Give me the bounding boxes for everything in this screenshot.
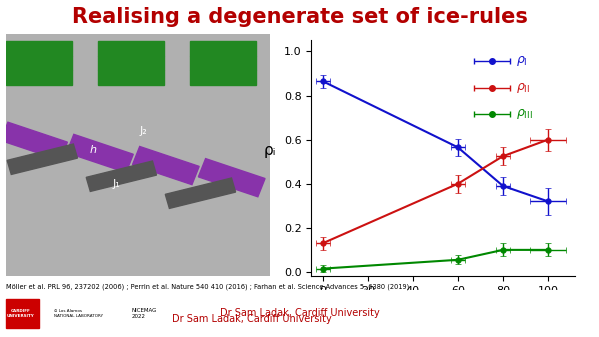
Text: $\rho_\mathrm{III}$: $\rho_\mathrm{III}$ <box>516 107 533 121</box>
Bar <box>6 70 72 85</box>
Bar <box>1 122 67 160</box>
X-axis label: h (nm): h (nm) <box>420 302 467 316</box>
Bar <box>6 41 72 56</box>
Bar <box>6 56 72 70</box>
Bar <box>98 56 164 70</box>
Text: h: h <box>89 145 96 155</box>
Text: Realising a degenerate set of ice-rules: Realising a degenerate set of ice-rules <box>71 7 528 27</box>
Bar <box>6 299 39 328</box>
Bar <box>198 159 265 197</box>
Bar <box>66 134 133 173</box>
Bar <box>190 70 256 85</box>
Y-axis label: ρᵢ: ρᵢ <box>264 143 276 158</box>
Bar <box>190 56 256 70</box>
Bar <box>7 144 77 175</box>
Bar <box>86 161 156 191</box>
Bar <box>165 178 235 208</box>
Text: J₂: J₂ <box>139 126 147 136</box>
Text: $\rho_\mathrm{I}$: $\rho_\mathrm{I}$ <box>516 54 528 68</box>
Text: Möller et al. PRL 96, 237202 (2006) ; Perrin et al. Nature 540 410 (2016) ; Farh: Möller et al. PRL 96, 237202 (2006) ; Pe… <box>6 283 409 289</box>
Text: Dr Sam Ladak, Cardiff University: Dr Sam Ladak, Cardiff University <box>220 308 379 318</box>
Text: J₁: J₁ <box>113 179 120 189</box>
Bar <box>190 41 256 56</box>
Text: CARDIFF
UNIVERSITY: CARDIFF UNIVERSITY <box>7 309 35 318</box>
Text: $\rho_\mathrm{II}$: $\rho_\mathrm{II}$ <box>516 81 531 95</box>
Bar <box>98 41 164 56</box>
Bar <box>132 147 199 185</box>
Text: Dr Sam Ladak, Cardiff University: Dr Sam Ladak, Cardiff University <box>172 313 331 324</box>
Text: NICEMAG
2022: NICEMAG 2022 <box>132 308 157 319</box>
Text: ⊙ Los Alamos
NATIONAL LABORATORY: ⊙ Los Alamos NATIONAL LABORATORY <box>54 309 103 318</box>
Bar <box>98 70 164 85</box>
